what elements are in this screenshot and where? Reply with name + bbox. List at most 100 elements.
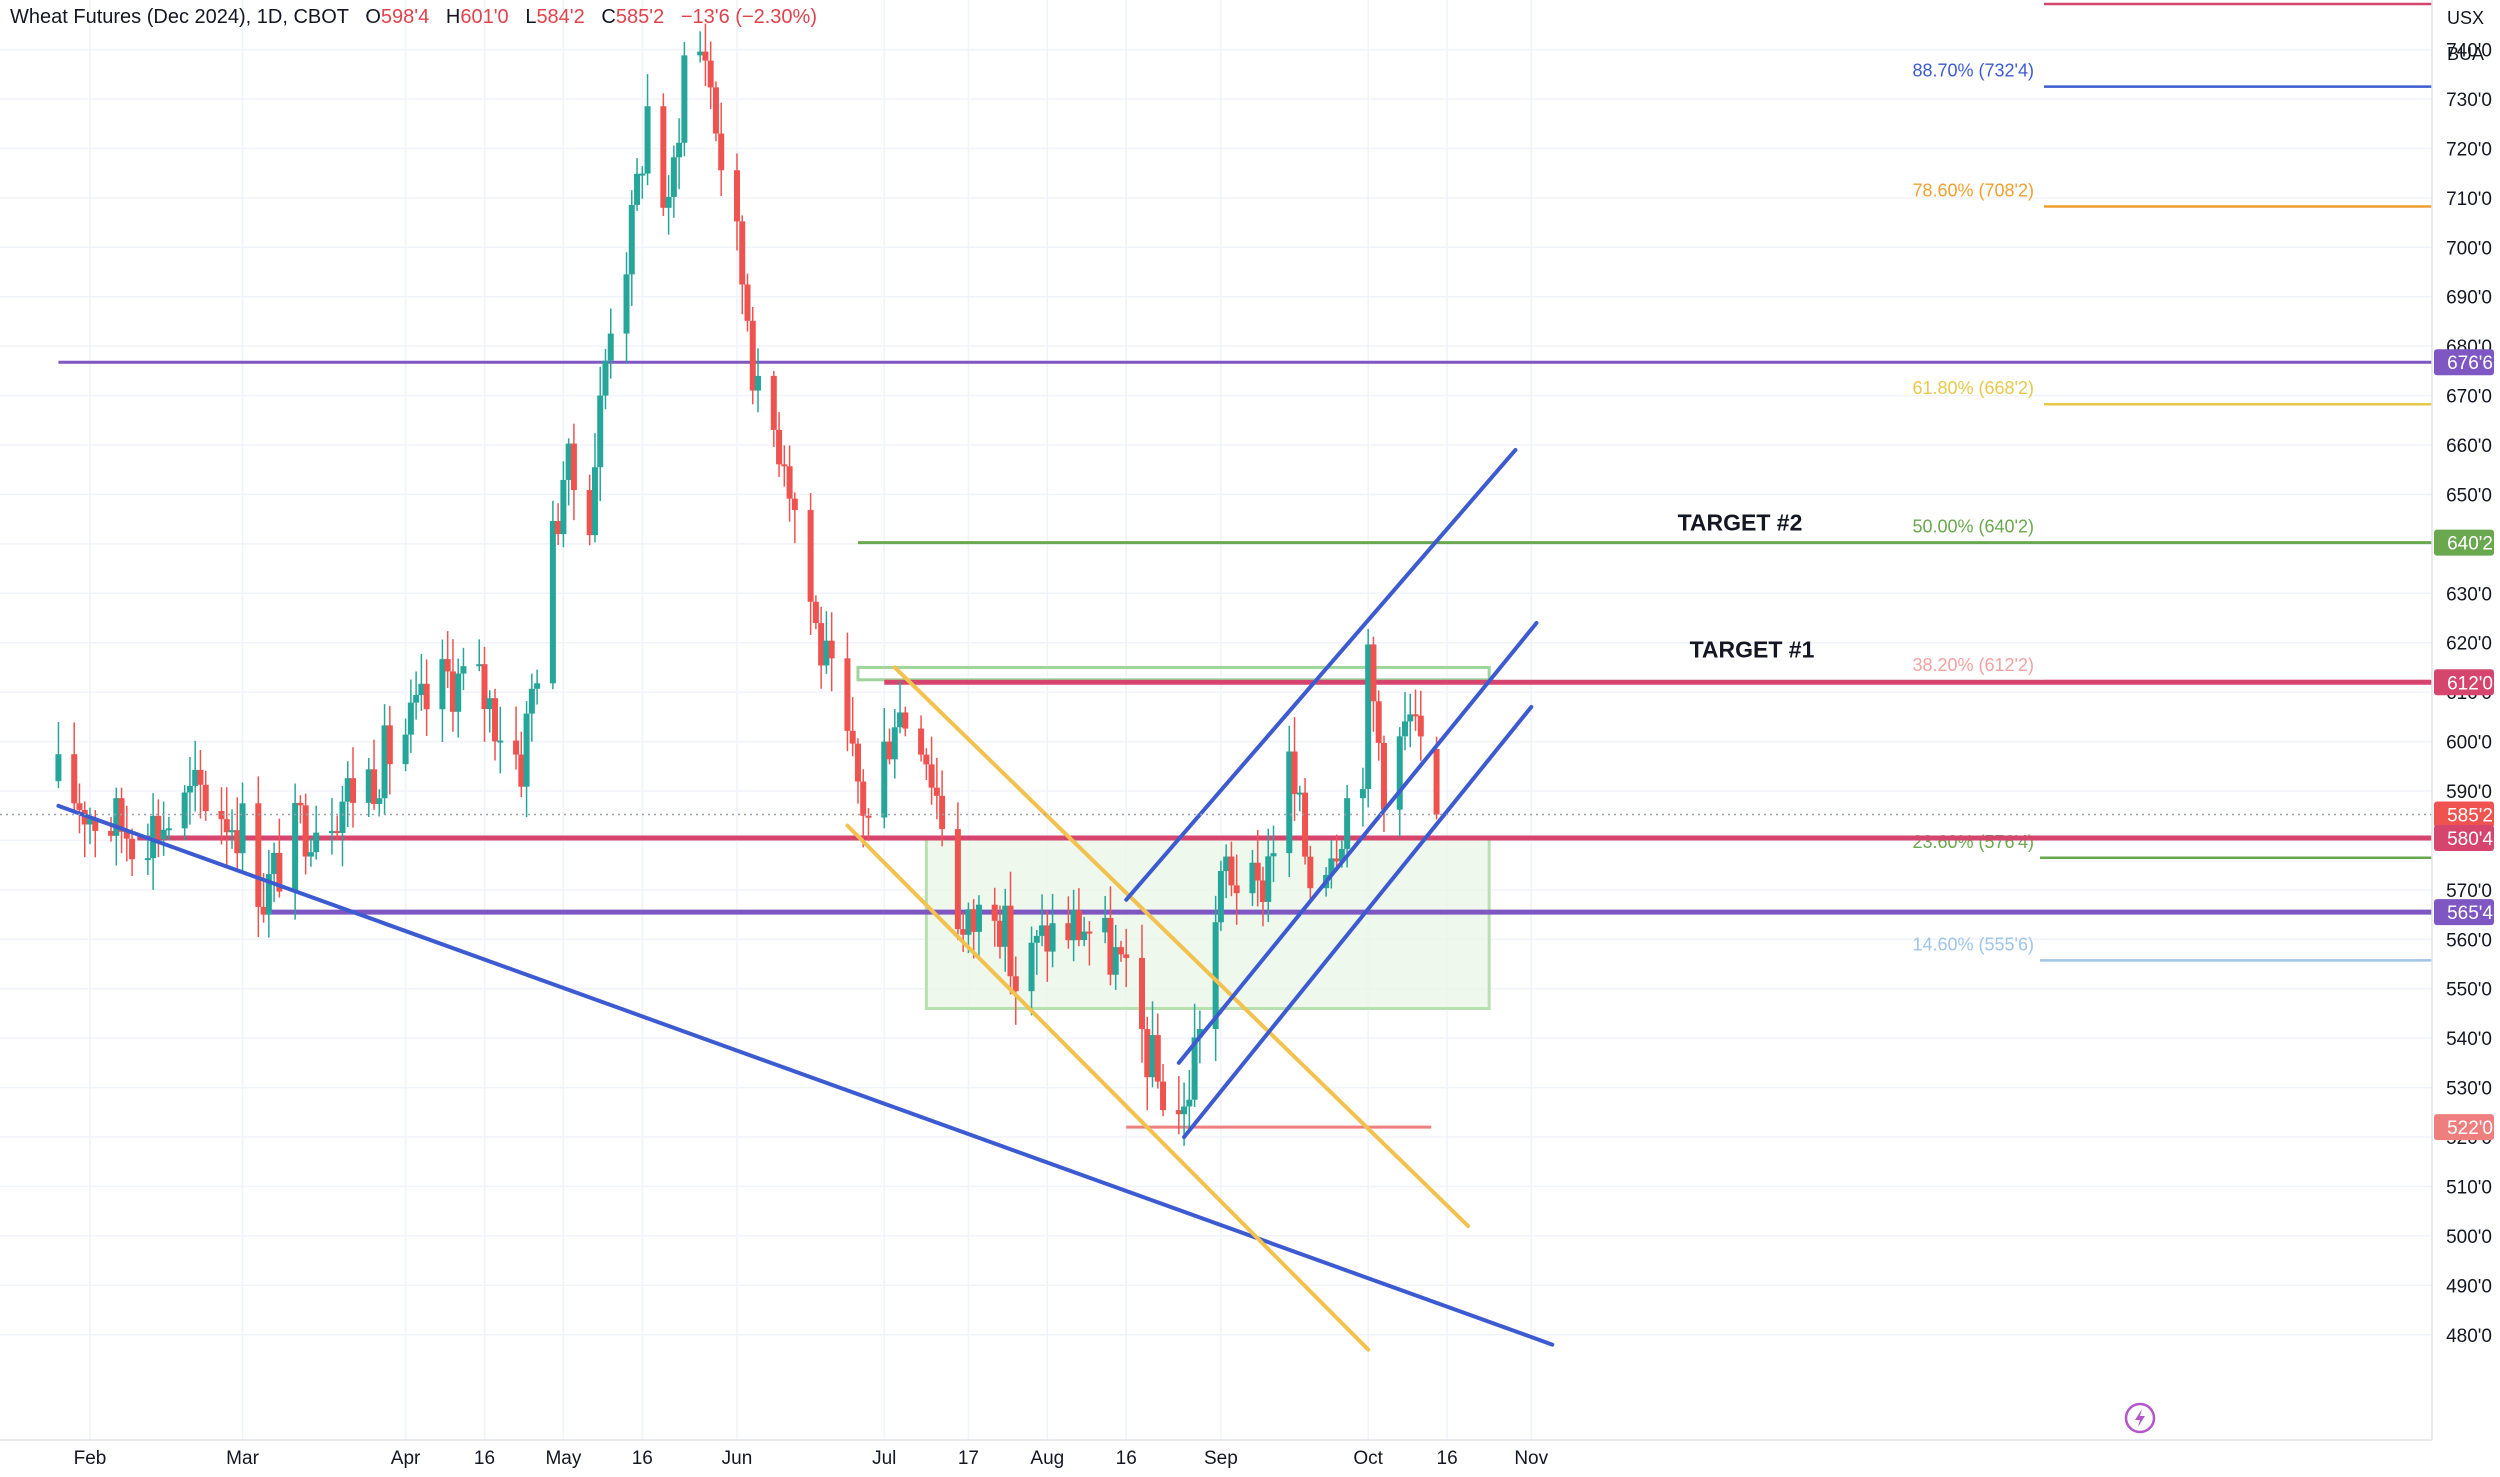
target-zone-box[interactable] [856, 665, 1491, 682]
candle[interactable] [607, 308, 614, 379]
candle[interactable] [923, 748, 930, 781]
candle[interactable] [1259, 866, 1266, 927]
candle[interactable] [76, 783, 83, 834]
candle[interactable] [828, 612, 835, 692]
candle[interactable] [328, 797, 335, 855]
candle[interactable] [381, 704, 388, 815]
candle[interactable] [597, 366, 604, 502]
candle[interactable] [444, 631, 451, 688]
candle[interactable] [570, 423, 577, 521]
candle[interactable] [749, 306, 756, 405]
price-axis[interactable]: 740'0730'0720'0710'0700'0690'0680'0670'0… [2431, 0, 2500, 1472]
candle[interactable] [186, 756, 193, 825]
candle[interactable] [1223, 844, 1230, 899]
candle[interactable] [492, 688, 499, 761]
price-tag[interactable]: 580'4 [2434, 824, 2494, 851]
candle[interactable] [423, 659, 430, 737]
candle[interactable] [933, 757, 940, 820]
candle[interactable] [449, 639, 456, 732]
candle[interactable] [786, 445, 793, 522]
candle[interactable] [1144, 1016, 1151, 1111]
falling-channel-line[interactable] [845, 823, 1371, 1352]
candle[interactable] [960, 912, 967, 952]
candle[interactable] [928, 736, 935, 805]
candle[interactable] [918, 715, 925, 762]
candle[interactable] [676, 118, 683, 190]
candle[interactable] [255, 776, 262, 937]
candle[interactable] [860, 769, 867, 848]
candle[interactable] [160, 801, 167, 856]
fib-levels[interactable]: 88.70% (732'4) 78.60% (708'2) 61.80% (668'… [1912, 2, 2432, 962]
candle[interactable] [1307, 845, 1314, 899]
candle[interactable] [1291, 717, 1298, 821]
candle[interactable] [975, 895, 982, 957]
candle[interactable] [297, 795, 304, 824]
candle[interactable] [744, 273, 751, 332]
candle[interactable] [881, 708, 888, 829]
candle[interactable] [639, 166, 646, 199]
price-tag[interactable]: 585'2 [2434, 801, 2494, 828]
candle[interactable] [1149, 1001, 1156, 1088]
candle[interactable] [555, 503, 562, 545]
time-axis[interactable]: Feb Mar Apr 16 May 16 Jun Jul 17 Aug 16 Sep Oct 16 Nov [0, 1439, 2432, 1472]
candle[interactable] [350, 747, 356, 828]
candle[interactable] [129, 828, 136, 877]
candle[interactable] [371, 739, 378, 810]
candle[interactable] [697, 31, 704, 63]
lightning-icon[interactable] [2124, 1402, 2156, 1434]
candle[interactable] [181, 785, 188, 840]
candle[interactable] [991, 887, 998, 947]
candle[interactable] [1333, 834, 1340, 871]
candle[interactable] [1049, 894, 1056, 968]
candle[interactable] [628, 190, 635, 306]
candle[interactable] [844, 632, 851, 752]
candle[interactable] [1380, 735, 1387, 833]
candle[interactable] [1160, 1064, 1167, 1117]
candle[interactable] [407, 679, 414, 753]
candle[interactable] [1328, 840, 1335, 889]
candle[interactable] [460, 647, 467, 691]
candle[interactable] [202, 770, 209, 821]
candle[interactable] [970, 899, 977, 959]
price-tag[interactable]: 522'0 [2434, 1114, 2494, 1141]
candle[interactable] [565, 438, 572, 506]
candle-last[interactable] [1433, 736, 1440, 820]
candle[interactable] [560, 461, 567, 548]
candle[interactable] [1107, 886, 1114, 986]
candle[interactable] [939, 770, 946, 847]
candle[interactable] [1154, 1013, 1161, 1089]
candle[interactable] [313, 805, 320, 860]
candle[interactable] [81, 801, 88, 858]
candle[interactable] [1417, 690, 1424, 761]
candle[interactable] [1070, 889, 1077, 962]
candle[interactable] [402, 718, 409, 772]
candle[interactable] [1086, 921, 1093, 966]
price-tag[interactable]: 640'2 [2434, 529, 2494, 556]
candle[interactable] [87, 807, 93, 845]
candle[interactable] [902, 706, 909, 737]
candle[interactable] [455, 658, 462, 738]
candle[interactable] [497, 706, 504, 774]
candle[interactable] [1117, 940, 1124, 962]
trend-channel-line[interactable] [1124, 447, 1518, 902]
candle[interactable] [549, 500, 556, 690]
candle[interactable] [365, 757, 372, 818]
candle[interactable] [155, 799, 162, 858]
candle[interactable] [486, 690, 493, 733]
candle[interactable] [218, 787, 225, 845]
candle[interactable] [528, 673, 535, 742]
candle[interactable] [1033, 929, 1040, 975]
candle[interactable] [223, 787, 230, 866]
candle[interactable] [1254, 830, 1261, 907]
candle[interactable] [891, 709, 898, 779]
candle[interactable] [55, 721, 62, 789]
candle[interactable] [707, 41, 714, 109]
candle[interactable] [791, 492, 798, 544]
candles[interactable] [55, 23, 1440, 1146]
candle[interactable] [292, 783, 299, 920]
price-tag[interactable]: 565'4 [2434, 899, 2494, 926]
candle[interactable] [413, 671, 420, 720]
candle[interactable] [239, 782, 246, 871]
candle[interactable] [718, 102, 725, 197]
candle[interactable] [1265, 828, 1272, 923]
